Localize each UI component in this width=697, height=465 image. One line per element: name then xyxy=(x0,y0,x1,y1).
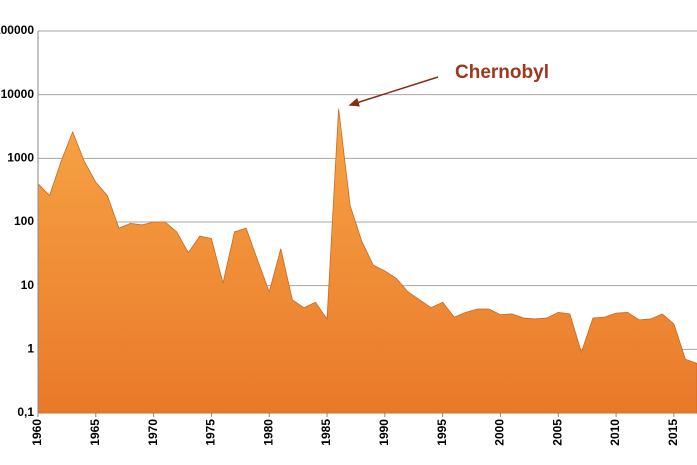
x-tick-label: 2000 xyxy=(493,419,507,446)
x-tick-label: 1970 xyxy=(146,419,160,446)
y-tick-label: 10 xyxy=(21,278,35,292)
y-tick-label: 10000 xyxy=(1,87,35,101)
x-tick-label: 2010 xyxy=(608,419,622,446)
y-tick-label: 100 xyxy=(14,214,34,228)
area xyxy=(37,108,697,414)
x-tick-label: 1980 xyxy=(261,419,275,446)
x-tick-label: 1990 xyxy=(377,419,391,446)
x-tick-label: 1975 xyxy=(204,419,218,446)
x-tick-label: 1995 xyxy=(435,419,449,446)
y-tick-label: 1000 xyxy=(7,151,34,165)
y-tick-label: 0,1 xyxy=(17,405,34,419)
x-tick-label: 2015 xyxy=(666,419,680,446)
annotation-arrow xyxy=(348,76,439,107)
x-tick-label: 1985 xyxy=(319,419,333,446)
annotation: Chernobyl xyxy=(455,62,549,83)
x-tick-label: 1965 xyxy=(88,419,102,446)
x-tick-label: 1960 xyxy=(30,419,44,446)
x-tick-label: 2005 xyxy=(550,419,564,446)
y-tick-label: 1 xyxy=(27,342,34,356)
